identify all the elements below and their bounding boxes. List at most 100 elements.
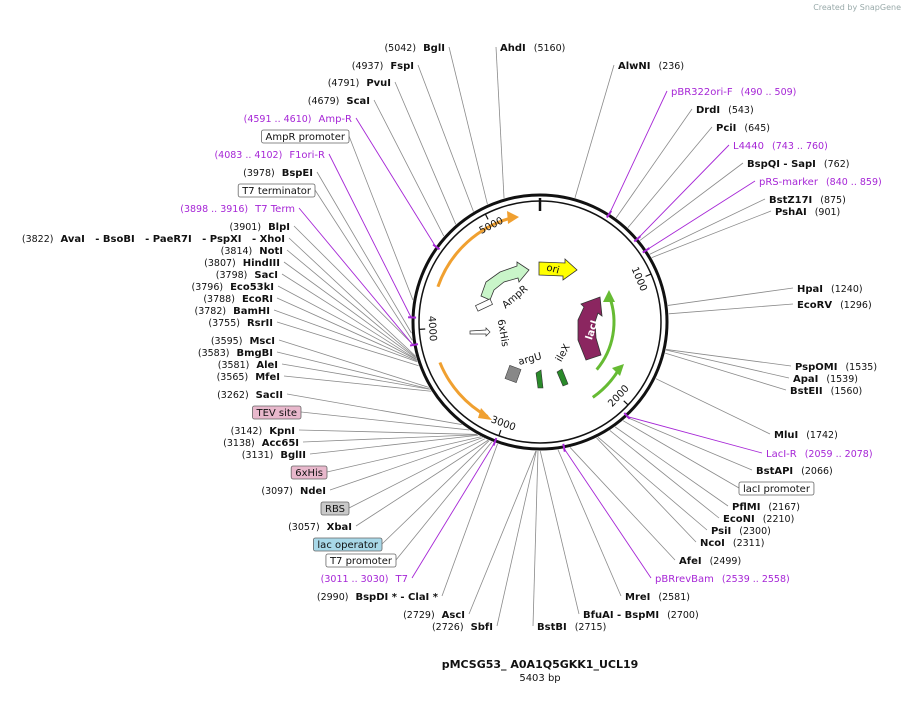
feature-box bbox=[313, 537, 383, 552]
leader-line bbox=[637, 144, 730, 239]
leader-line bbox=[355, 117, 436, 247]
leader-line bbox=[649, 198, 766, 255]
feature-name: Amp-R bbox=[319, 114, 353, 125]
site-position: (236) bbox=[659, 61, 685, 72]
leader-line bbox=[532, 450, 539, 627]
site-name: BstZ17I bbox=[769, 195, 812, 206]
leader-line bbox=[293, 225, 414, 345]
site-name: EcoRI bbox=[242, 294, 273, 305]
leader-line bbox=[651, 210, 772, 258]
feature-box-label: lac operator bbox=[317, 540, 378, 551]
leader-line bbox=[286, 393, 462, 425]
leader-line bbox=[411, 442, 495, 579]
leader-line bbox=[273, 309, 418, 363]
feature-site-tick bbox=[623, 412, 631, 420]
site-position: (3782) bbox=[195, 306, 227, 317]
leader-line bbox=[597, 436, 708, 531]
site-name: Acc65I bbox=[262, 438, 299, 449]
leader-line bbox=[314, 189, 413, 341]
leader-line bbox=[288, 237, 416, 357]
site-name: BspDI * - ClaI * bbox=[355, 592, 438, 603]
site-name: HpaI bbox=[797, 284, 823, 295]
leader-line bbox=[302, 434, 478, 443]
leader-line bbox=[276, 321, 419, 367]
site-name: AvaI - BsoBI - PaeR7I - PspXI - XhoI bbox=[60, 234, 285, 245]
site-name: NcoI bbox=[700, 538, 725, 549]
leader-line bbox=[300, 411, 470, 431]
feature-box-label: lacI promoter bbox=[743, 484, 811, 495]
site-position: (3788) bbox=[203, 294, 235, 305]
site-position: (2700) bbox=[667, 610, 699, 621]
site-position: (3796) bbox=[191, 282, 223, 293]
leader-line bbox=[326, 436, 482, 473]
site-name: MluI bbox=[774, 430, 798, 441]
green-arrow bbox=[603, 290, 615, 302]
site-name: SbfI bbox=[471, 622, 493, 633]
site-name: BfuAI - BspMI bbox=[583, 610, 659, 621]
leader-line bbox=[417, 64, 474, 212]
site-position: (3978) bbox=[243, 168, 275, 179]
site-position: (3822) bbox=[22, 234, 54, 245]
site-name: PvuI bbox=[366, 78, 391, 89]
leader-line bbox=[667, 287, 794, 306]
leader-line bbox=[395, 441, 493, 561]
leader-line bbox=[381, 440, 490, 545]
site-position: (2715) bbox=[575, 622, 607, 633]
site-name: PshAI bbox=[775, 207, 807, 218]
feature-name: T7 bbox=[395, 574, 408, 585]
site-position: (3595) bbox=[211, 336, 243, 347]
feature-site-tick bbox=[606, 210, 613, 219]
site-name: AfeI bbox=[679, 556, 702, 567]
site-position: (901) bbox=[815, 207, 841, 218]
leader-line bbox=[278, 339, 429, 388]
feature-range: (4591 .. 4610) bbox=[244, 114, 312, 125]
feature-name: LacI-R bbox=[766, 449, 797, 460]
site-position: (3097) bbox=[261, 486, 293, 497]
site-name: EcoRV bbox=[797, 300, 832, 311]
site-position: (3583) bbox=[198, 348, 230, 359]
amp-arc bbox=[436, 215, 516, 288]
leader-line bbox=[496, 450, 537, 627]
site-name: PsiI bbox=[711, 526, 731, 537]
mcs-features bbox=[504, 365, 522, 383]
leader-line bbox=[276, 351, 430, 390]
feature-range: (3898 .. 3916) bbox=[180, 204, 248, 215]
site-position: (1539) bbox=[826, 374, 858, 385]
leader-line bbox=[283, 375, 432, 392]
feature-range: (2059 .. 2078) bbox=[805, 449, 873, 460]
feature-label: ori bbox=[545, 262, 560, 276]
site-position: (2729) bbox=[403, 610, 435, 621]
feature-site-tick bbox=[409, 343, 419, 347]
site-position: (3755) bbox=[208, 318, 240, 329]
feature-site-tick bbox=[633, 235, 642, 243]
amp-arrow bbox=[507, 211, 519, 224]
site-position: (2581) bbox=[658, 592, 690, 603]
site-name: SacI bbox=[254, 270, 278, 281]
feature-site-tick bbox=[642, 247, 650, 254]
site-position: (1240) bbox=[831, 284, 863, 295]
ring-tick-label: 4000 bbox=[425, 316, 438, 342]
leader-line bbox=[626, 416, 753, 471]
ilex-feature bbox=[556, 368, 569, 387]
orange-arrow bbox=[478, 408, 492, 420]
feature-site-tick bbox=[432, 243, 441, 251]
feature-box-label: AmpR promoter bbox=[266, 132, 346, 143]
feature-label: 6xHis bbox=[495, 318, 511, 347]
feature-box bbox=[261, 129, 350, 144]
site-position: (2066) bbox=[801, 466, 833, 477]
leader-line bbox=[665, 352, 787, 391]
feature-label: ileX bbox=[554, 342, 573, 364]
site-position: (5042) bbox=[384, 43, 416, 54]
map-length: 5403 bp bbox=[519, 673, 560, 684]
leader-line bbox=[394, 81, 457, 225]
feature-box-label: T7 promoter bbox=[329, 556, 393, 567]
site-name: BglI bbox=[423, 43, 445, 54]
feature-name: pRS-marker bbox=[759, 177, 819, 188]
leader-line bbox=[286, 249, 417, 358]
site-name: BmgBI bbox=[236, 348, 273, 359]
site-position: (2311) bbox=[733, 538, 765, 549]
feature-range: (840 .. 859) bbox=[826, 177, 882, 188]
leader-line bbox=[574, 64, 615, 198]
feature-box bbox=[237, 183, 316, 198]
leader-line bbox=[355, 439, 489, 527]
